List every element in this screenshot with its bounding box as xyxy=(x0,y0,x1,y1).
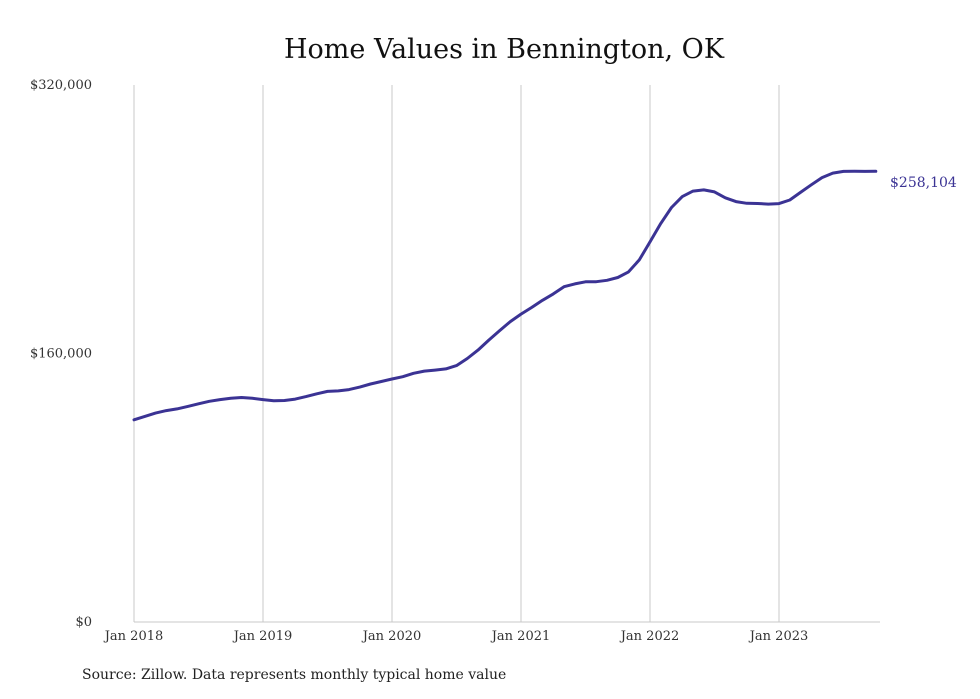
x-tick-label: Jan 2020 xyxy=(361,629,422,644)
chart-title: Home Values in Bennington, OK xyxy=(284,34,725,65)
x-tick-label: Jan 2023 xyxy=(748,629,809,644)
y-axis-ticks: $0 $160,000 $320,000 xyxy=(30,78,92,630)
x-axis-ticks: Jan 2018 Jan 2019 Jan 2020 Jan 2021 Jan 2022… xyxy=(103,629,809,644)
x-tick-label: Jan 2019 xyxy=(232,629,293,644)
x-tick-label: Jan 2018 xyxy=(103,629,164,644)
y-tick-label: $0 xyxy=(75,615,92,630)
y-tick-label: $320,000 xyxy=(30,78,92,93)
end-value-label: $258,104 xyxy=(890,175,957,191)
y-tick-label: $160,000 xyxy=(30,347,92,362)
x-tick-label: Jan 2021 xyxy=(490,629,551,644)
grid-lines xyxy=(133,85,880,623)
x-tick-label: Jan 2022 xyxy=(619,629,680,644)
source-note: Source: Zillow. Data represents monthly … xyxy=(82,667,507,683)
series-line xyxy=(132,169,878,422)
